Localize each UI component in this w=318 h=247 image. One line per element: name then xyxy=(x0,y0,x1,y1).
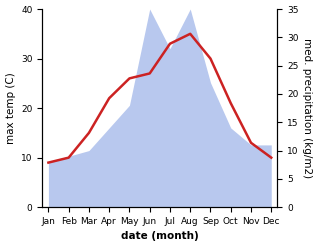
Y-axis label: med. precipitation (kg/m2): med. precipitation (kg/m2) xyxy=(302,38,313,178)
Y-axis label: max temp (C): max temp (C) xyxy=(5,72,16,144)
X-axis label: date (month): date (month) xyxy=(121,231,199,242)
